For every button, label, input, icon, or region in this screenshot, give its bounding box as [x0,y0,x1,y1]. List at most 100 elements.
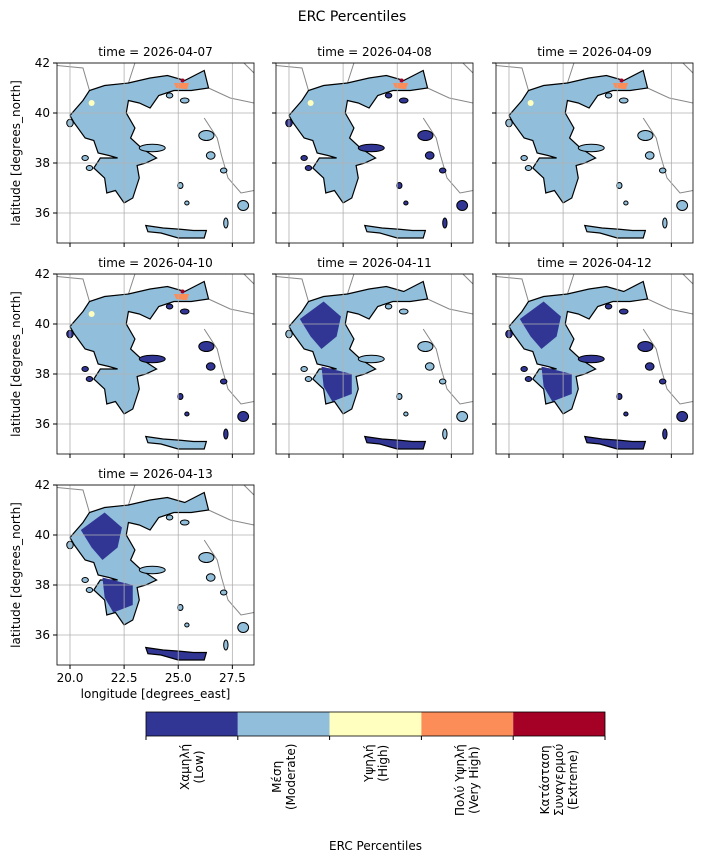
land [69,491,210,626]
hot-area [173,83,190,90]
island [85,165,94,171]
island [623,200,629,206]
y-tick-label: 40 [35,528,50,542]
low-area [519,301,561,349]
border [496,276,529,302]
island [658,167,667,174]
island [81,366,89,372]
island [177,393,184,400]
colorbar-swatch [146,712,238,736]
panel-frame [56,484,255,666]
island [616,393,623,400]
colorbar-label: Υψηλή (High) [361,744,390,782]
colorbar-swatch [421,712,514,736]
border [203,539,254,616]
island [384,92,393,99]
island [658,378,667,385]
island [300,366,308,372]
hot-area [392,83,409,90]
island [198,552,215,563]
island [577,354,605,364]
panel-title: time = 2026-04-11 [317,256,432,270]
island [623,411,629,417]
island [396,393,403,400]
low-area [299,301,341,349]
extreme-area [399,78,404,83]
island [357,354,385,364]
island [304,165,313,171]
island [205,151,216,160]
island [403,411,409,417]
y-axis-label: latitude [degrees_north] [9,502,23,648]
island [676,411,689,422]
border [208,298,254,315]
island [165,92,174,99]
island [300,155,308,161]
border [346,274,473,295]
island [184,411,190,417]
border [57,276,90,302]
border [203,117,254,194]
low-area [321,366,352,402]
island [618,308,629,315]
panel-title: time = 2026-04-07 [98,45,213,59]
border [57,487,90,513]
island [417,130,434,141]
y-tick-label: 38 [35,367,50,381]
island [138,143,166,153]
border [276,276,309,302]
map [276,63,473,239]
panel-title: time = 2026-04-10 [98,256,213,270]
y-tick-label: 40 [35,106,50,120]
colorbar-label: Μέση (Moderate) [269,743,298,810]
y-axis-label: latitude [degrees_north] [9,80,23,226]
island [604,92,613,99]
island [398,97,409,104]
border [642,117,693,194]
island [304,376,313,382]
island [177,604,184,611]
island [637,341,654,352]
border [642,328,693,405]
island [81,155,89,161]
colorbar-label: Κατάσταση Συναγερμού (Extreme) [538,743,581,816]
high-area [307,100,314,106]
island [396,182,403,189]
border [566,63,693,84]
border [566,274,693,295]
border [276,65,309,91]
y-tick-label: 40 [35,317,50,331]
island [618,97,629,104]
chart-title: ERC Percentiles [298,9,406,25]
border [422,117,473,194]
land [144,646,208,661]
colorbar-frame [145,711,606,737]
x-tick-label: 27.5 [219,671,246,685]
y-tick-label: 42 [35,56,50,70]
border [203,328,254,405]
island [81,577,89,583]
island [442,217,448,229]
high-area [88,311,95,317]
panel-title: time = 2026-04-08 [317,45,432,59]
island [85,376,94,382]
border [647,87,693,104]
colorbar-swatch [237,712,330,736]
island [223,639,229,651]
island [184,622,190,628]
island [398,308,409,315]
panel-frame [275,273,474,455]
land [583,435,647,450]
panel-title: time = 2026-04-09 [537,45,652,59]
island [604,303,613,310]
island [456,411,469,422]
island [520,155,528,161]
colorbar-label: Χαμηλή (Low) [177,743,206,790]
high-area [88,100,95,106]
island [85,587,94,593]
island [165,303,174,310]
island [237,200,250,211]
low-area [541,366,572,402]
border [208,509,254,526]
